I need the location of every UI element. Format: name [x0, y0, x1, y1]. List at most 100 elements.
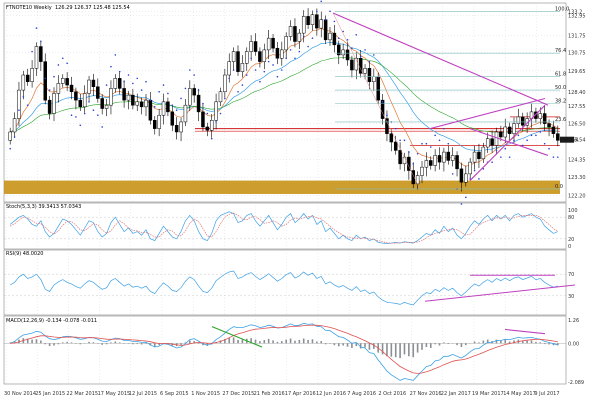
date-tick-label: 27 Dec 2015 — [222, 391, 254, 397]
candle-body — [258, 51, 262, 62]
macd-hist-bar — [557, 343, 559, 346]
rsi-axis-label: 30 — [568, 294, 574, 300]
macd-line — [10, 322, 558, 381]
candle-body — [236, 51, 240, 72]
macd-hist-bar — [232, 337, 235, 344]
sar-dot — [22, 95, 25, 98]
macd-hist-bar — [307, 339, 309, 344]
candle-body — [161, 101, 166, 116]
candle-body — [350, 59, 354, 71]
macd-hist-bar — [158, 343, 160, 346]
macd-hist-bar — [31, 339, 33, 344]
rsi-label: RSI(9) 48.0020 — [6, 251, 43, 257]
sar-dot — [206, 112, 209, 115]
candle-body — [214, 101, 218, 121]
sar-dot — [263, 70, 266, 73]
sar-dot — [539, 131, 542, 133]
date-tick-label: 25 Jan 2015 — [35, 391, 65, 397]
date-tick-label: 12 Jul 2015 — [129, 391, 157, 397]
macd-hist-bar — [421, 343, 423, 350]
candle-body — [468, 161, 472, 175]
sar-dot — [386, 114, 388, 117]
sar-dot — [254, 69, 257, 71]
candle-body — [280, 49, 284, 59]
stoch-axis-label: 80 — [568, 215, 574, 221]
sar-dot — [364, 49, 366, 51]
sar-dot — [197, 89, 200, 91]
sar-dot — [79, 124, 82, 127]
sar-dot — [184, 87, 187, 90]
sar-dot — [153, 106, 156, 108]
sar-dot — [359, 55, 362, 58]
sar-dot — [478, 178, 480, 180]
price-panel — [3, 2, 567, 203]
sar-dot — [399, 139, 401, 142]
sar-dot — [9, 147, 11, 150]
macd-hist-bar — [482, 340, 485, 344]
candle-body — [12, 118, 17, 133]
candle-body — [100, 98, 104, 109]
sar-dot — [355, 34, 358, 36]
sar-dot — [320, 0, 323, 3]
candle-body — [376, 76, 380, 101]
macd-hist-bar — [13, 341, 16, 344]
sar-dot — [311, 37, 314, 39]
macd-hist-bar — [272, 340, 274, 344]
date-tick-label: 27 Nov 2016 — [410, 391, 442, 397]
candle-body — [538, 113, 543, 119]
sar-dot — [416, 152, 419, 155]
sar-dot — [443, 127, 445, 130]
sar-dot — [110, 65, 112, 68]
sar-dot — [530, 134, 533, 137]
macd-hist-bar — [276, 341, 279, 344]
candle-body — [78, 99, 83, 108]
macd-hist-bar — [298, 339, 301, 344]
candle-body — [30, 68, 34, 82]
macd-hist-bar — [114, 341, 117, 344]
sar-dot — [403, 139, 406, 142]
macd-hist-bar — [320, 341, 323, 344]
candle-body — [179, 121, 183, 133]
date-tick-label: 21 Feb 2016 — [254, 391, 285, 397]
sar-dot — [342, 30, 344, 33]
macd-hist-bar — [500, 340, 502, 344]
candle-body — [65, 78, 69, 86]
candle-body — [411, 170, 415, 185]
candle-body — [87, 79, 91, 94]
current-price-marker — [560, 136, 574, 143]
macd-hist-bar — [337, 343, 340, 347]
candle-body — [43, 61, 47, 101]
candle-body — [507, 126, 512, 134]
candle-body — [262, 49, 267, 62]
candle-body — [34, 46, 39, 69]
macd-hist-bar — [101, 343, 103, 345]
fib-level-label: 61.8 — [555, 72, 566, 78]
sar-dot — [210, 137, 213, 140]
rising-support-line — [469, 104, 546, 181]
candle-body — [188, 88, 192, 106]
sar-dot — [219, 112, 222, 115]
sar-dot — [333, 20, 336, 23]
macd-hist-bar — [92, 342, 95, 344]
candle-body — [437, 155, 442, 163]
candle-body — [306, 16, 310, 26]
candle-body — [61, 78, 65, 84]
sar-dot — [75, 116, 77, 118]
support-zone — [4, 180, 560, 194]
sar-dot — [259, 80, 261, 83]
stoch-k-line — [9, 211, 558, 244]
sar-dot — [513, 139, 515, 142]
candle-body — [183, 104, 188, 123]
candle-body — [266, 37, 271, 51]
sar-dot — [381, 101, 384, 103]
date-tick-label: 1 Nov 2015 — [191, 391, 220, 397]
candle-body — [288, 26, 293, 37]
sar-dot — [167, 92, 169, 95]
macd-hist-bar — [9, 342, 11, 344]
rsi-panel — [3, 249, 567, 316]
date-tick-label: 17 Apr 2016 — [285, 391, 316, 397]
candle-body — [354, 58, 359, 71]
stoch-label: Stoch(5,3,3) 39.3413 57.0343 — [6, 204, 81, 210]
candle-body — [459, 168, 464, 183]
